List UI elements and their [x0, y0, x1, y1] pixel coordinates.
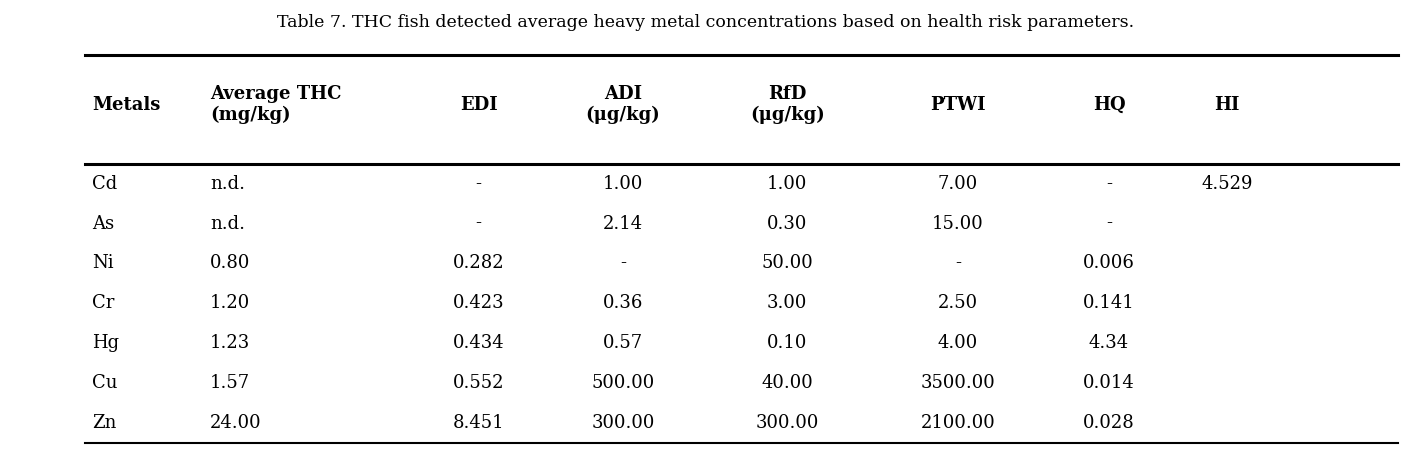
- Text: 7.00: 7.00: [938, 175, 979, 192]
- Text: -: -: [476, 214, 481, 233]
- Text: As: As: [92, 214, 114, 233]
- Text: 1.57: 1.57: [210, 374, 250, 393]
- Text: 0.57: 0.57: [603, 335, 644, 352]
- Text: 3.00: 3.00: [767, 294, 808, 313]
- Text: 4.00: 4.00: [938, 335, 979, 352]
- Text: Cd: Cd: [92, 175, 117, 192]
- Text: Hg: Hg: [92, 335, 119, 352]
- Text: 4.529: 4.529: [1202, 175, 1252, 192]
- Text: 0.006: 0.006: [1083, 255, 1135, 272]
- Text: 0.10: 0.10: [767, 335, 808, 352]
- Text: 0.423: 0.423: [453, 294, 504, 313]
- Text: Metals: Metals: [92, 96, 160, 114]
- Text: 0.80: 0.80: [210, 255, 250, 272]
- Text: 0.30: 0.30: [767, 214, 808, 233]
- Text: 0.014: 0.014: [1083, 374, 1135, 393]
- Text: Table 7. THC fish detected average heavy metal concentrations based on health ri: Table 7. THC fish detected average heavy…: [277, 14, 1135, 31]
- Text: -: -: [620, 255, 626, 272]
- Text: PTWI: PTWI: [931, 96, 986, 114]
- Text: -: -: [476, 175, 481, 192]
- Text: -: -: [955, 255, 962, 272]
- Text: 1.23: 1.23: [210, 335, 250, 352]
- Text: 300.00: 300.00: [755, 414, 819, 432]
- Text: 2.14: 2.14: [603, 214, 644, 233]
- Text: EDI: EDI: [460, 96, 497, 114]
- Text: Average THC
(mg/kg): Average THC (mg/kg): [210, 85, 342, 124]
- Text: 15.00: 15.00: [932, 214, 984, 233]
- Text: RfD
(μg/kg): RfD (μg/kg): [750, 85, 825, 124]
- Text: Ni: Ni: [92, 255, 113, 272]
- Text: 2.50: 2.50: [938, 294, 979, 313]
- Text: -: -: [1106, 214, 1113, 233]
- Text: -: -: [1106, 175, 1113, 192]
- Text: 0.282: 0.282: [453, 255, 504, 272]
- Text: 1.20: 1.20: [210, 294, 250, 313]
- Text: HQ: HQ: [1093, 96, 1125, 114]
- Text: 3500.00: 3500.00: [921, 374, 995, 393]
- Text: HI: HI: [1214, 96, 1240, 114]
- Text: 500.00: 500.00: [592, 374, 655, 393]
- Text: 300.00: 300.00: [592, 414, 655, 432]
- Text: 1.00: 1.00: [767, 175, 808, 192]
- Text: n.d.: n.d.: [210, 214, 244, 233]
- Text: 40.00: 40.00: [761, 374, 813, 393]
- Text: Cr: Cr: [92, 294, 114, 313]
- Text: 0.552: 0.552: [453, 374, 504, 393]
- Text: 4.34: 4.34: [1089, 335, 1130, 352]
- Text: 0.028: 0.028: [1083, 414, 1135, 432]
- Text: 24.00: 24.00: [210, 414, 261, 432]
- Text: 8.451: 8.451: [453, 414, 504, 432]
- Text: Zn: Zn: [92, 414, 116, 432]
- Text: 50.00: 50.00: [761, 255, 813, 272]
- Text: 1.00: 1.00: [603, 175, 644, 192]
- Text: Cu: Cu: [92, 374, 117, 393]
- Text: 0.36: 0.36: [603, 294, 644, 313]
- Text: n.d.: n.d.: [210, 175, 244, 192]
- Text: 0.434: 0.434: [453, 335, 504, 352]
- Text: 0.141: 0.141: [1083, 294, 1135, 313]
- Text: ADI
(μg/kg): ADI (μg/kg): [586, 85, 661, 124]
- Text: 2100.00: 2100.00: [921, 414, 995, 432]
